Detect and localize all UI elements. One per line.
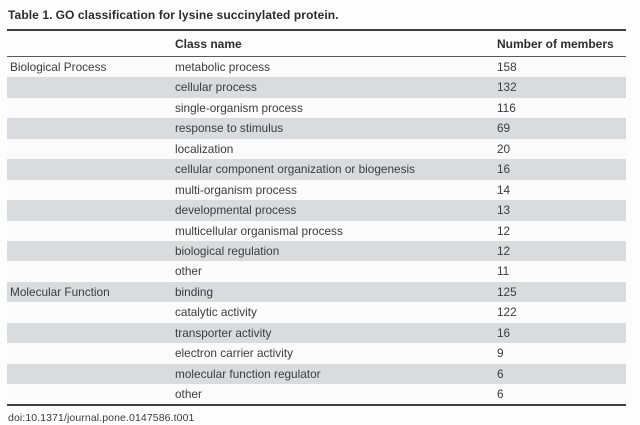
table-title: Table 1. GO classification for lysine suc…: [7, 0, 626, 29]
cell-class-name: biological regulation: [175, 243, 280, 258]
cell-class-name: cellular process: [175, 80, 257, 95]
table-body: Biological Process metabolic process 158…: [7, 57, 626, 407]
cell-members: 13: [497, 203, 511, 218]
table-row: response to stimulus 69: [7, 118, 626, 139]
cell-class-name: developmental process: [175, 203, 297, 218]
cell-class-name: binding: [175, 284, 214, 299]
table-row: single-organism process 116: [7, 97, 626, 119]
table-row: localization 20: [7, 138, 626, 160]
cell-members: 14: [497, 182, 511, 197]
table-row: multicellular organismal process 12: [7, 220, 626, 241]
cell-members: 122: [497, 305, 517, 320]
column-header-class-name: Class name: [175, 36, 242, 51]
table-row: other 11: [7, 261, 626, 282]
table-header-row: Class name Number of members: [7, 29, 626, 57]
table-row: transporter activity 16: [7, 322, 626, 344]
cell-members: 116: [497, 100, 516, 115]
cell-members: 158: [497, 60, 517, 74]
cell-members: 69: [497, 121, 511, 136]
cell-class-name: cellular component organization or bioge…: [175, 162, 416, 177]
table-row: cellular process 132: [7, 77, 626, 98]
table-number-label: Table 1.: [8, 8, 53, 22]
cell-members: 132: [497, 80, 517, 95]
cell-class-name: molecular function regulator: [175, 366, 321, 381]
cell-class-name: other: [175, 264, 202, 279]
table-row: catalytic activity 122: [7, 302, 626, 323]
cell-class-name: single-organism process: [175, 100, 303, 115]
table-row: Biological Process metabolic process 158: [7, 57, 626, 78]
table-row: multi-organism process 14: [7, 179, 626, 201]
cell-class-name: response to stimulus: [175, 121, 284, 136]
cell-class-name: localization: [175, 141, 234, 156]
cell-category: Molecular Function: [10, 284, 110, 299]
doi-footnote: doi:10.1371/journal.pone.0147586.t001: [8, 412, 195, 425]
cell-members: 20: [497, 141, 511, 156]
go-classification-table: Table 1. GO classification for lysine suc…: [7, 0, 626, 424]
cell-members: 125: [497, 284, 517, 299]
cell-members: 9: [497, 346, 504, 361]
cell-class-name: electron carrier activity: [175, 346, 294, 361]
cell-members: 16: [497, 162, 511, 177]
cell-class-name: catalytic activity: [175, 305, 257, 320]
cell-members: 6: [497, 387, 504, 401]
table-row: electron carrier activity 9: [7, 343, 626, 364]
table-row: developmental process 13: [7, 200, 626, 221]
cell-members: 16: [497, 325, 511, 340]
table-row: other 6: [7, 384, 626, 405]
cell-class-name: other: [175, 387, 202, 401]
cell-members: 12: [497, 223, 511, 238]
table-row: cellular component organization or bioge…: [7, 159, 626, 180]
table-row: Molecular Function binding 125: [7, 281, 626, 303]
table-title-text: GO classification for lysine succinylate…: [55, 8, 339, 22]
cell-members: 12: [497, 243, 511, 258]
cell-class-name: multicellular organismal process: [175, 223, 343, 238]
cell-members: 11: [497, 264, 510, 279]
cell-class-name: metabolic process: [175, 60, 271, 74]
table-row: molecular function regulator 6: [7, 363, 626, 384]
cell-category: Biological Process: [10, 60, 107, 74]
cell-class-name: transporter activity: [175, 325, 272, 340]
column-header-members: Number of members: [497, 36, 614, 51]
table-row: biological regulation 12: [7, 240, 626, 262]
cell-class-name: multi-organism process: [175, 182, 297, 197]
cell-members: 6: [497, 366, 504, 381]
